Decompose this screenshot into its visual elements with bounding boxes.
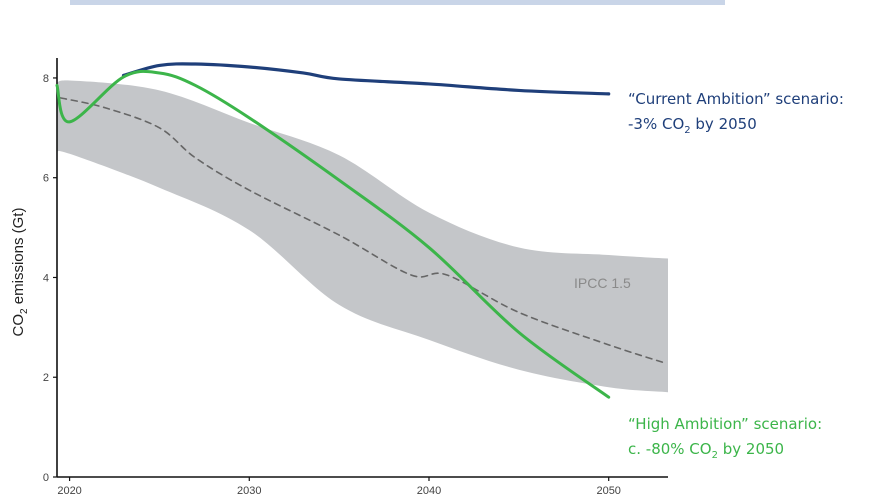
cropped-title-strip <box>70 0 725 5</box>
axis-layer: 0 2 4 6 8 2020 2030 2040 2050 <box>43 58 668 496</box>
band-label-ipcc: IPCC 1.5 <box>574 275 631 291</box>
annotation-current-line2: -3% CO2 by 2050 <box>628 115 757 136</box>
annotation-current-ambition: “Current Ambition” scenario: -3% CO2 by … <box>628 87 844 143</box>
x-tick-label: 2050 <box>596 485 620 496</box>
median-dashed-line <box>59 97 664 364</box>
x-tick-label: 2020 <box>57 485 81 496</box>
y-tick-label: 0 <box>43 472 49 484</box>
y-tick-label: 8 <box>43 73 49 85</box>
ipcc-band-layer <box>57 80 668 393</box>
annotation-high-line1: “High Ambition” scenario: <box>628 415 823 433</box>
y-axis-label: CO2 emissions (Gt) <box>10 208 30 337</box>
x-tick-label: 2030 <box>237 485 261 496</box>
series-layer <box>55 62 664 399</box>
y-tick-label: 6 <box>43 173 49 185</box>
annotation-high-ambition: “High Ambition” scenario: c. -80% CO2 by… <box>628 412 822 468</box>
y-tick-label: 4 <box>43 272 49 284</box>
current-ambition-line <box>121 62 611 96</box>
ipcc-band-area <box>57 80 668 393</box>
x-tick-label: 2040 <box>417 485 441 496</box>
annotation-current-line1: “Current Ambition” scenario: <box>628 90 844 108</box>
y-tick-label: 2 <box>43 372 49 384</box>
high-ambition-line <box>55 69 611 399</box>
annotation-high-line2: c. -80% CO2 by 2050 <box>628 440 785 461</box>
